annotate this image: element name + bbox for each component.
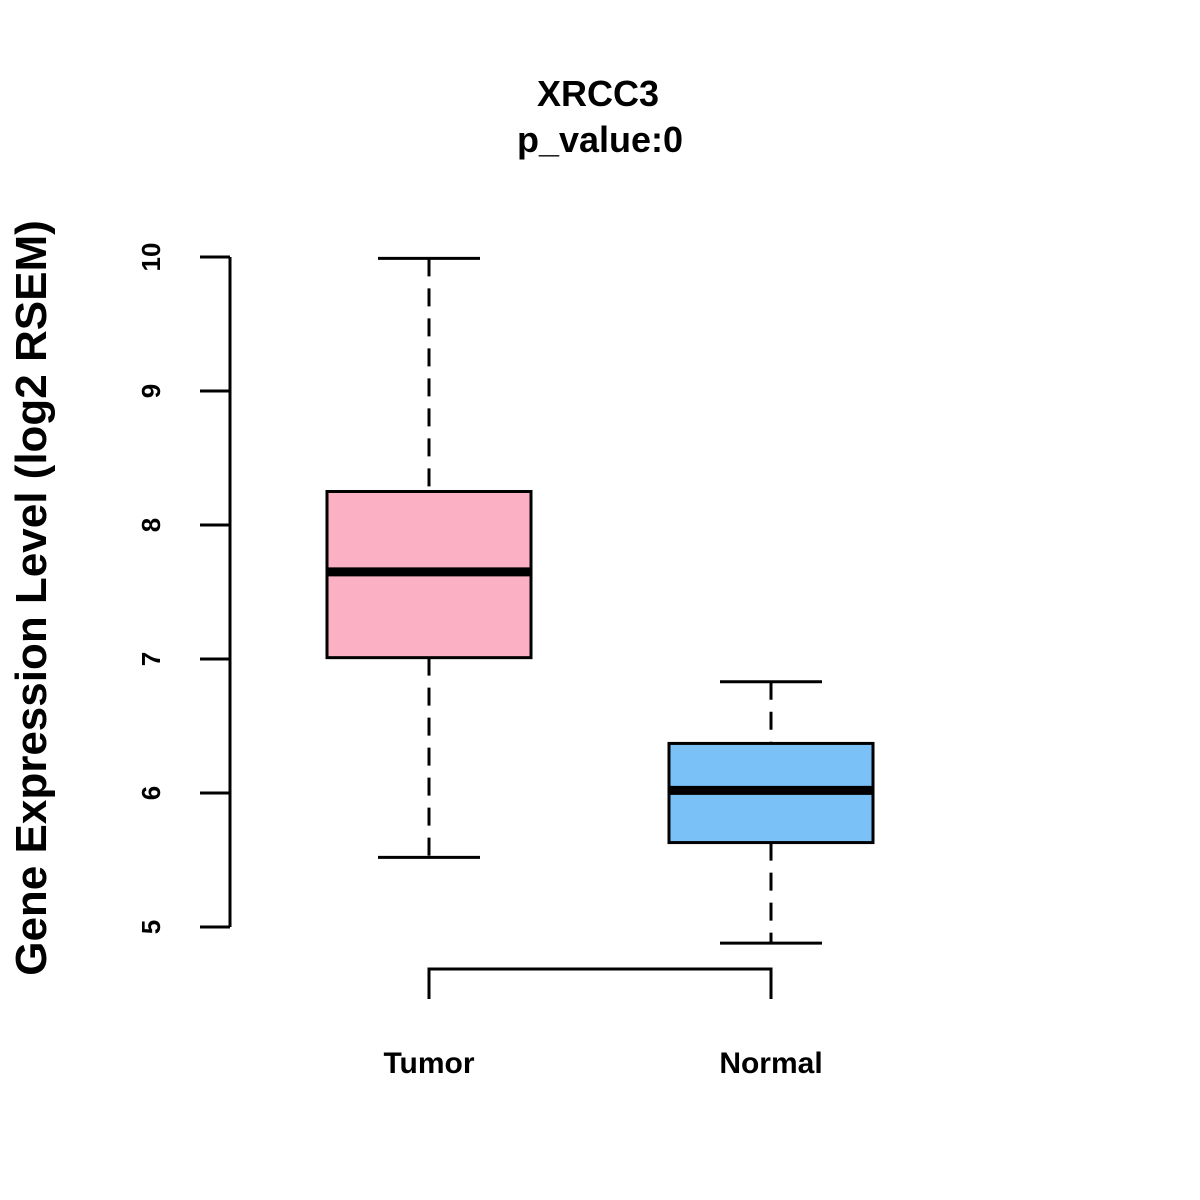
y-tick-label: 7	[136, 652, 166, 666]
chart-subtitle: p_value:0	[517, 119, 683, 160]
category-labels: Tumor Normal	[383, 1047, 822, 1080]
y-tick-label: 6	[136, 786, 166, 800]
category-label-tumor: Tumor	[383, 1047, 474, 1080]
box-tumor	[325, 256, 533, 859]
y-axis: 5 6 7 8 9 10	[136, 243, 232, 934]
comparison-bracket-group	[427, 967, 773, 999]
chart-title: XRCC3	[537, 73, 659, 114]
y-tick-label: 5	[136, 920, 166, 934]
y-tick-label: 9	[136, 384, 166, 398]
y-tick-label: 10	[136, 243, 166, 272]
category-label-normal: Normal	[719, 1047, 822, 1080]
y-axis-label: Gene Expression Level (log2 RSEM)	[7, 220, 56, 976]
box-normal	[667, 680, 875, 945]
boxes-layer	[325, 256, 875, 945]
comparison-bracket	[427, 967, 773, 999]
y-tick-label: 8	[136, 518, 166, 532]
